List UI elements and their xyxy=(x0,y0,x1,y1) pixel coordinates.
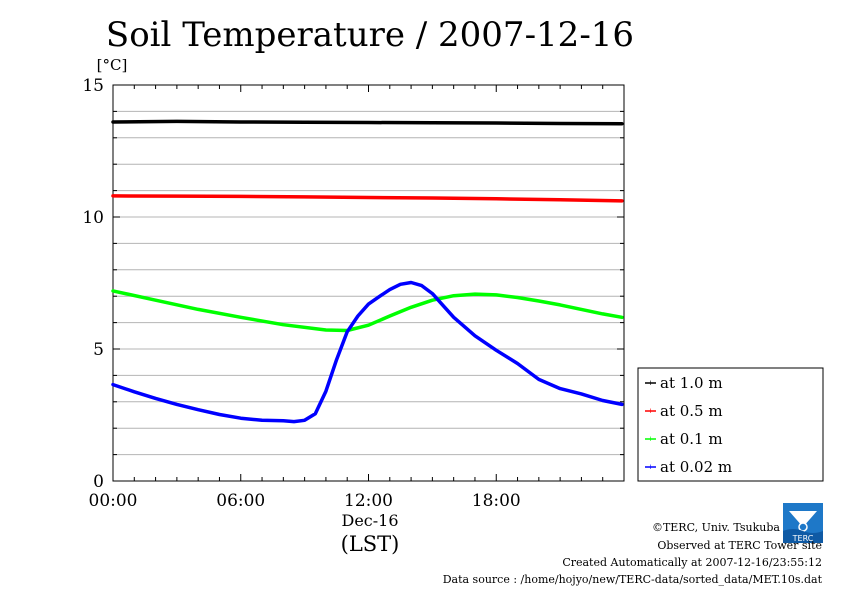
footer-created: Created Automatically at 2007-12-16/23:5… xyxy=(562,556,822,569)
series-line-2 xyxy=(111,289,624,333)
x-axis-title: (LST) xyxy=(341,532,400,556)
footer-source: Data source : /home/hojyo/new/TERC-data/… xyxy=(442,573,822,586)
series-line-0 xyxy=(111,119,624,126)
terc-logo: TERC xyxy=(783,503,823,547)
legend: + at 1.0 m + at 0.5 m + at 0.1 m + at 0.02 m xyxy=(637,367,824,482)
x-axis-date-label: Dec-16 xyxy=(341,511,398,530)
x-tick-label: 12:00 xyxy=(344,491,393,511)
x-tick-labels: 00:00 06:00 12:00 18:00 xyxy=(89,491,521,511)
legend-label: at 1.0 m xyxy=(660,374,723,392)
legend-label: at 0.1 m xyxy=(660,430,723,448)
footer-copyright: ©TERC, Univ. Tsukuba xyxy=(651,521,780,534)
y-axis-unit-label: [°C] xyxy=(97,56,128,74)
legend-box xyxy=(637,367,824,482)
y-tick-label: 5 xyxy=(93,340,104,360)
series-line-3 xyxy=(111,280,624,424)
legend-marker: + xyxy=(648,379,654,387)
gridlines xyxy=(113,110,624,456)
x-tick-label: 06:00 xyxy=(216,491,265,511)
axis-ticks xyxy=(113,84,624,482)
series-line-1 xyxy=(111,194,624,203)
terc-logo-icon: TERC xyxy=(783,503,823,543)
footer-site: Observed at TERC Tower site xyxy=(657,539,822,552)
y-tick-label: 0 xyxy=(93,472,104,492)
legend-label: at 0.5 m xyxy=(660,402,723,420)
legend-marker: + xyxy=(648,435,654,443)
plot-frame xyxy=(112,84,625,482)
x-tick-label: 00:00 xyxy=(89,491,138,511)
legend-marker: + xyxy=(648,407,654,415)
series-lines xyxy=(111,119,624,424)
y-tick-label: 10 xyxy=(82,208,104,228)
svg-text:TERC: TERC xyxy=(792,534,814,543)
x-tick-label: 18:00 xyxy=(472,491,521,511)
y-tick-labels: 0 5 10 15 xyxy=(82,76,104,492)
y-tick-label: 15 xyxy=(82,76,104,96)
legend-label: at 0.02 m xyxy=(660,458,732,476)
chart-title: Soil Temperature / 2007-12-16 xyxy=(106,15,634,55)
legend-marker: + xyxy=(648,463,654,471)
